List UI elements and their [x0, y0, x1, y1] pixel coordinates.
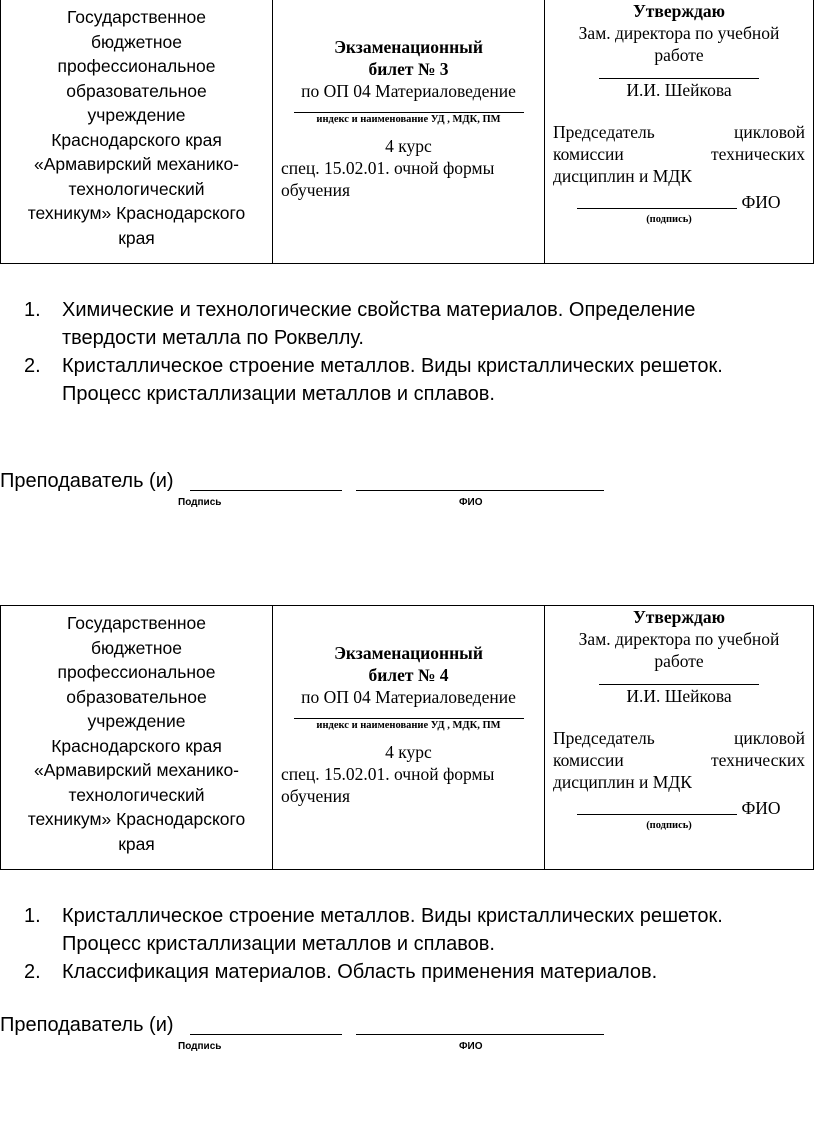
institution-line: «Армавирский механико- [33, 154, 240, 174]
chair-fio: ФИО [741, 798, 781, 818]
question-item: 2. Классификация материалов. Область прим… [24, 958, 814, 986]
deputy-name: И.И. Шейкова [626, 80, 732, 100]
chair-title-3: дисциплин и МДК [553, 772, 692, 792]
question-item: 1. Кристаллическое строение металлов. Вид… [24, 902, 814, 958]
teacher-label: Преподаватель (и) [0, 1014, 174, 1036]
deputy-signature-line [599, 684, 759, 685]
teacher-label: Преподаватель (и) [0, 470, 174, 492]
chair-signature-line [577, 208, 738, 209]
institution-line: бюджетное [91, 31, 182, 52]
deputy-signature-line [599, 78, 759, 79]
course: 4 курс [385, 742, 432, 762]
institution-line: Краснодарского края [51, 129, 222, 150]
question-text: Кристаллическое строение металлов. Виды … [62, 905, 723, 927]
course: 4 курс [385, 136, 432, 156]
institution-line: бюджетное [91, 637, 182, 658]
deputy-title-2: работе [654, 45, 704, 65]
deputy-title: Зам. директора по учебной [578, 629, 780, 649]
approve-label: Утверждаю [632, 607, 726, 627]
institution-line: Государственное [66, 613, 207, 633]
fio-line-caption: ФИО [459, 497, 483, 508]
subject-rule [293, 112, 524, 113]
institution-line: «Армавирский механико- [33, 760, 240, 780]
subject: по ОП 04 Материаловедение [301, 687, 516, 707]
ticket-title-cell: Экзаменационный билет № 4 по ОП 04 Матер… [273, 606, 545, 869]
institution-line: образовательное [66, 80, 207, 101]
specialty: спец. 15.02.01. очной формы [281, 158, 495, 178]
signature-caption: (подпись) [646, 820, 692, 831]
chair-fio: ФИО [741, 192, 781, 212]
institution-line: профессиональное [57, 662, 216, 682]
study-form: обучения [281, 786, 351, 806]
teacher-signature-line [190, 490, 342, 491]
ticket-number: билет № 4 [368, 665, 449, 685]
teacher-signature-line [190, 1034, 342, 1035]
ticket-header-table: Государственное бюджетное профессиональное… [0, 605, 814, 870]
institution-line: Краснодарского края [51, 735, 222, 756]
fio-line-caption: ФИО [459, 1041, 483, 1052]
chair-title-3: дисциплин и МДК [553, 166, 692, 186]
institution-cell: Государственное бюджетное профессиональное… [1, 606, 273, 869]
chair-title-2: комиссии технических [553, 144, 805, 164]
question-item: 1. Химические и технологические свойства … [24, 296, 814, 352]
chair-title-2: комиссии технических [553, 750, 805, 770]
teacher-fio-line [356, 490, 604, 491]
ticket-number: билет № 3 [368, 59, 449, 79]
signature-line-caption: Подпись [178, 1041, 222, 1052]
ticket-header-table: Государственное бюджетное профессиональное… [0, 0, 814, 264]
deputy-title-2: работе [654, 651, 704, 671]
question-text: Кристаллическое строение металлов. Виды … [62, 355, 723, 377]
chair-signature-line [577, 814, 738, 815]
deputy-name: И.И. Шейкова [626, 686, 732, 706]
question-list: 1. Химические и технологические свойства … [24, 296, 814, 408]
question-text: Процесс кристаллизации металлов и сплаво… [62, 933, 495, 955]
teacher-fio-line [356, 1034, 604, 1035]
chair-title: Председатель цикловой [553, 122, 805, 142]
ticket-title: Экзаменационный [334, 37, 483, 57]
approve-label: Утверждаю [632, 1, 726, 21]
institution-line: учреждение [87, 711, 186, 731]
question-number: 1. [24, 299, 41, 321]
approval-cell: Утверждаю Зам. директора по учебной рабо… [545, 0, 813, 263]
subject: по ОП 04 Материаловедение [301, 81, 516, 101]
signature-caption: (подпись) [646, 214, 692, 225]
deputy-title: Зам. директора по учебной [578, 23, 780, 43]
chair-title: Председатель цикловой [553, 728, 805, 748]
approval-cell: Утверждаю Зам. директора по учебной рабо… [545, 606, 813, 869]
question-number: 1. [24, 905, 41, 927]
subject-caption: индекс и наименование УД , МДК, ПМ [316, 720, 501, 731]
question-text: Химические и технологические свойства ма… [62, 299, 696, 321]
ticket-title-cell: Экзаменационный билет № 3 по ОП 04 Матер… [273, 0, 545, 263]
question-text: Классификация материалов. Область примен… [62, 961, 658, 983]
institution-line: техникум» Краснодарского [27, 203, 246, 223]
question-number: 2. [24, 355, 41, 377]
signature-line-caption: Подпись [178, 497, 222, 508]
institution-cell: Государственное бюджетное профессиональное… [1, 0, 273, 263]
institution-line: Государственное [66, 7, 207, 27]
ticket-title: Экзаменационный [334, 643, 483, 663]
subject-rule [293, 718, 524, 719]
question-text: твердости металла по Роквеллу. [62, 327, 364, 349]
institution-line: технологический [68, 178, 205, 199]
institution-line: техникум» Краснодарского [27, 809, 246, 829]
institution-line: профессиональное [57, 56, 216, 76]
question-number: 2. [24, 961, 41, 983]
institution-line: края [118, 227, 155, 248]
question-item: 2. Кристаллическое строение металлов. Вид… [24, 352, 814, 408]
question-list: 1. Кристаллическое строение металлов. Вид… [24, 902, 814, 986]
institution-line: края [118, 833, 155, 854]
specialty: спец. 15.02.01. очной формы [281, 764, 495, 784]
institution-line: технологический [68, 784, 205, 805]
subject-caption: индекс и наименование УД , МДК, ПМ [316, 114, 501, 125]
question-text: Процесс кристаллизации металлов и сплаво… [62, 383, 495, 405]
institution-line: учреждение [87, 105, 186, 125]
institution-line: образовательное [66, 686, 207, 707]
study-form: обучения [281, 180, 351, 200]
